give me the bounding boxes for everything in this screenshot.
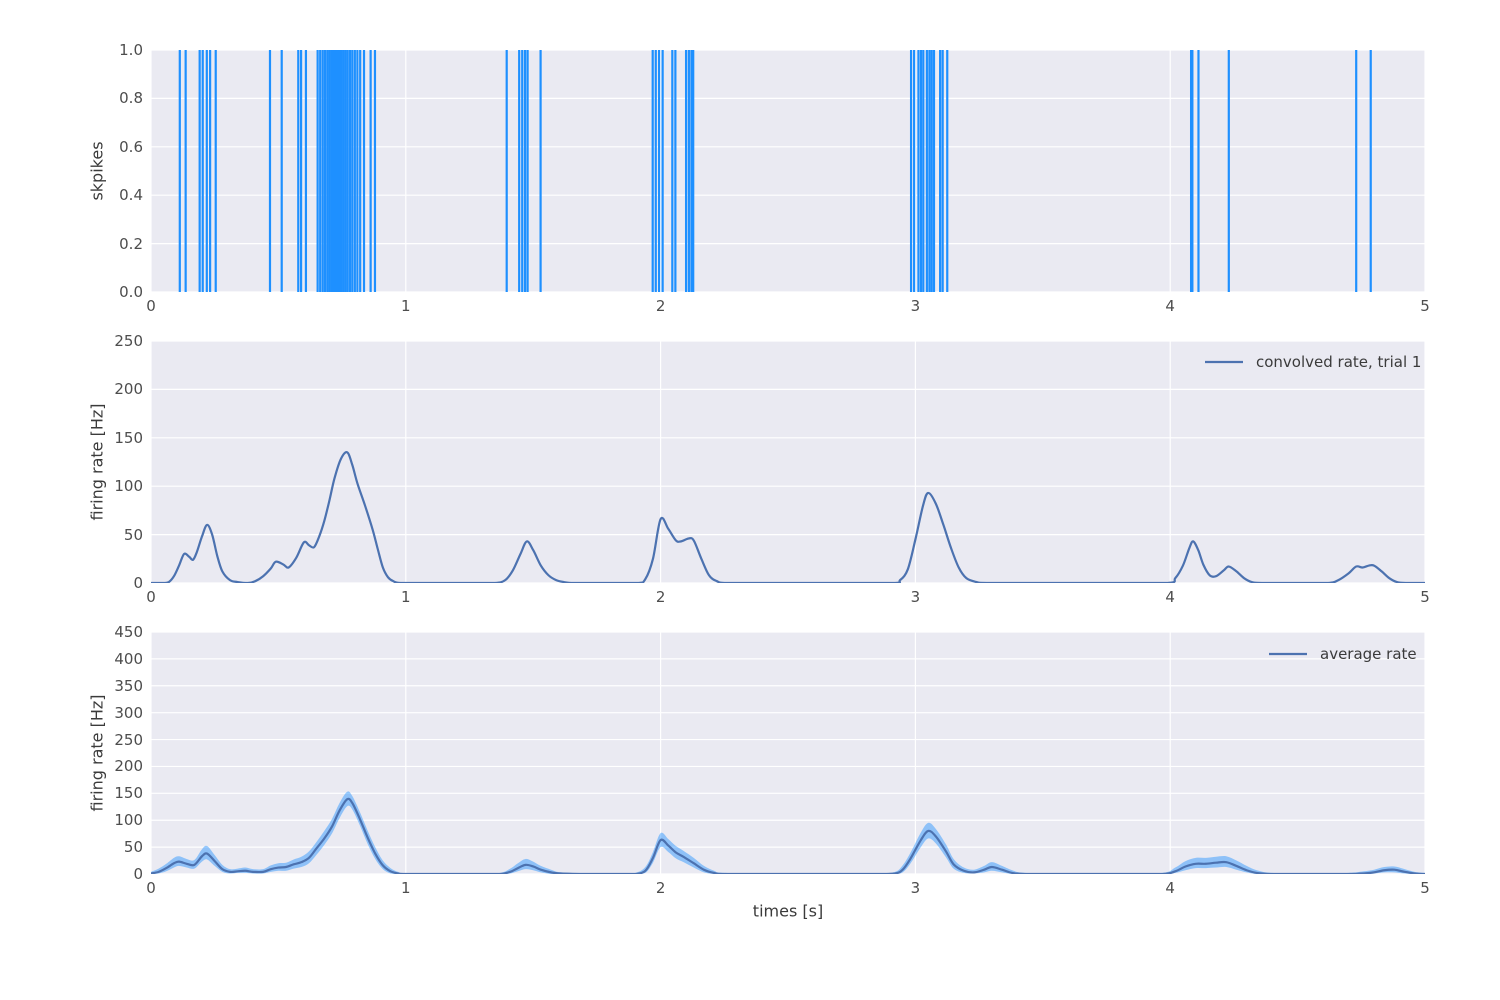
x-tick-label: 2: [655, 588, 666, 606]
x-tick-label: 1: [401, 879, 411, 897]
xlabel-times: times [s]: [752, 901, 824, 921]
y-tick-label: 200: [114, 757, 143, 776]
average-rate-canvas: [151, 632, 1425, 874]
spike-raster-canvas: [151, 50, 1425, 292]
x-tick-label: 3: [910, 297, 921, 315]
legend-average-rate: average rate: [1267, 644, 1417, 664]
legend-label-average: average rate: [1320, 645, 1417, 663]
x-tick-label: 3: [910, 879, 921, 897]
x-tick-label: 5: [1420, 297, 1430, 315]
ylabel-spikes: skpikes: [87, 141, 107, 201]
y-tick-label: 150: [114, 428, 143, 447]
x-tick-label: 4: [1165, 879, 1175, 897]
legend-line-sample-convolved: [1205, 360, 1243, 364]
y-tick-label: 100: [114, 811, 143, 830]
y-tick-label: 0.2: [119, 234, 143, 253]
y-tick-label: 50: [123, 838, 143, 857]
x-tick-label: 2: [655, 297, 666, 315]
convolved-rate-plot: [151, 341, 1425, 583]
x-tick-label: 5: [1420, 588, 1430, 606]
x-tick-label: 1: [401, 588, 411, 606]
y-tick-label: 150: [114, 784, 143, 803]
x-tick-label: 4: [1165, 588, 1175, 606]
x-tick-label: 3: [910, 588, 921, 606]
y-tick-label: 300: [114, 703, 143, 722]
x-tick-label: 4: [1165, 297, 1175, 315]
mean-rate-line: [151, 797, 1425, 874]
y-tick-label: 100: [114, 477, 143, 496]
legend-label-convolved: convolved rate, trial 1: [1256, 353, 1422, 371]
gridlines: [151, 341, 1425, 583]
gridlines: [151, 632, 1425, 874]
y-tick-label: 200: [114, 380, 143, 399]
y-tick-label: 1.0: [119, 41, 143, 59]
convolved-rate-canvas: [151, 341, 1425, 583]
x-tick-label: 2: [655, 879, 666, 897]
legend-convolved-rate: convolved rate, trial 1: [1203, 352, 1421, 372]
y-tick-label: 50: [123, 525, 143, 544]
y-tick-label: 0.0: [119, 283, 143, 301]
y-tick-label: 450: [114, 623, 143, 641]
x-tick-label: 1: [401, 297, 411, 315]
y-tick-label: 0: [133, 574, 143, 592]
y-tick-label: 0.4: [119, 186, 143, 205]
uncertainty-band: [151, 791, 1425, 874]
y-tick-label: 350: [114, 676, 143, 695]
y-tick-label: 0: [133, 865, 143, 883]
ylabel-firing-rate-middle: firing rate [Hz]: [87, 403, 107, 521]
x-tick-label: 5: [1420, 879, 1430, 897]
spike-raster-plot: [151, 50, 1425, 292]
y-tick-label: 0.8: [119, 89, 143, 108]
x-tick-label: 0: [146, 588, 156, 606]
legend-line-sample-average: [1269, 652, 1307, 656]
x-tick-label: 0: [146, 879, 156, 897]
y-tick-label: 400: [114, 649, 143, 668]
ylabel-firing-rate-bottom: firing rate [Hz]: [87, 694, 107, 812]
y-tick-label: 0.6: [119, 137, 143, 156]
y-tick-label: 250: [114, 730, 143, 749]
y-tick-label: 250: [114, 332, 143, 350]
rate-line: [151, 451, 1425, 583]
average-rate-plot: [151, 632, 1425, 874]
x-tick-label: 0: [146, 297, 156, 315]
spike-lines: [178, 50, 1372, 292]
